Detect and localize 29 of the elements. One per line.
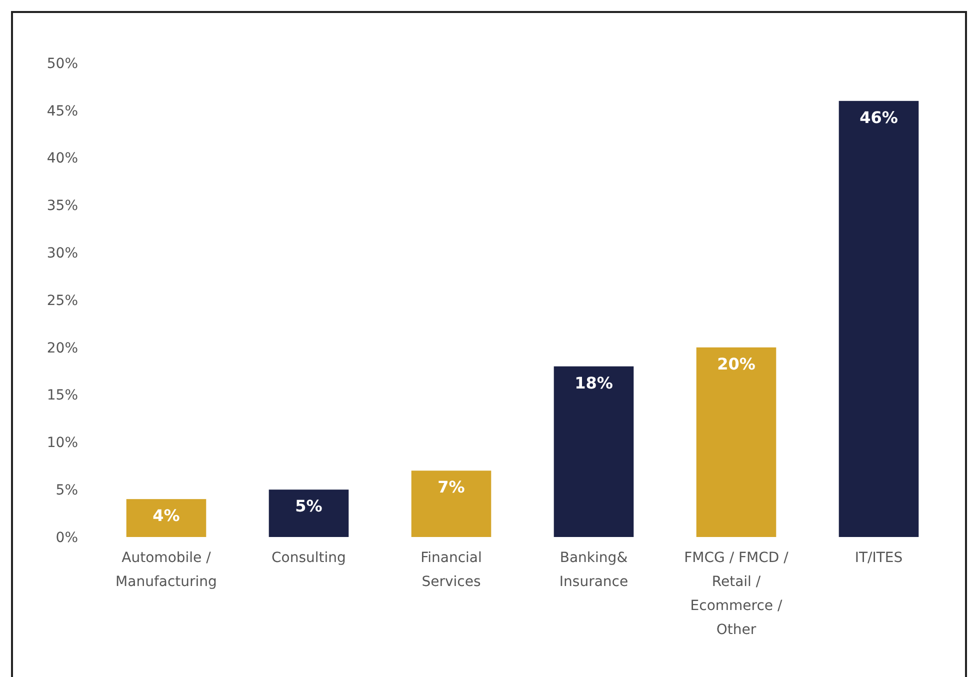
bar [696, 347, 776, 537]
data-label: 7% [438, 478, 465, 497]
y-tick-label: 15% [46, 388, 78, 404]
x-tick-label: Automobile / Manufacturing [116, 550, 217, 590]
data-label: 46% [860, 108, 898, 127]
y-tick-label: 0% [56, 530, 78, 546]
data-label: 18% [574, 373, 613, 392]
data-label: 20% [717, 354, 756, 374]
y-tick-label: 50% [46, 56, 78, 72]
data-label: 4% [152, 506, 180, 526]
bar [411, 470, 492, 537]
bar [838, 100, 919, 537]
x-tick-label: Financial Services [420, 550, 482, 590]
y-tick-label: 5% [56, 482, 78, 498]
x-tick-label: FMCG / FMCD / Retail / Ecommerce / Other [684, 550, 789, 638]
x-tick-label: IT/ITES [854, 550, 903, 566]
y-tick-label: 30% [46, 246, 78, 262]
bar [554, 366, 634, 537]
y-tick-label: 10% [46, 435, 78, 452]
bar [126, 499, 206, 537]
y-tick-label: 35% [46, 198, 78, 214]
x-tick-label: Consulting [272, 550, 346, 566]
y-tick-label: 45% [46, 103, 78, 120]
data-label: 5% [295, 496, 322, 516]
y-tick-label: 40% [46, 150, 78, 167]
y-tick-label: 25% [46, 292, 78, 309]
y-tick-label: 20% [46, 340, 78, 356]
x-tick-label: Banking& Insurance [559, 550, 628, 590]
bar [268, 490, 349, 537]
